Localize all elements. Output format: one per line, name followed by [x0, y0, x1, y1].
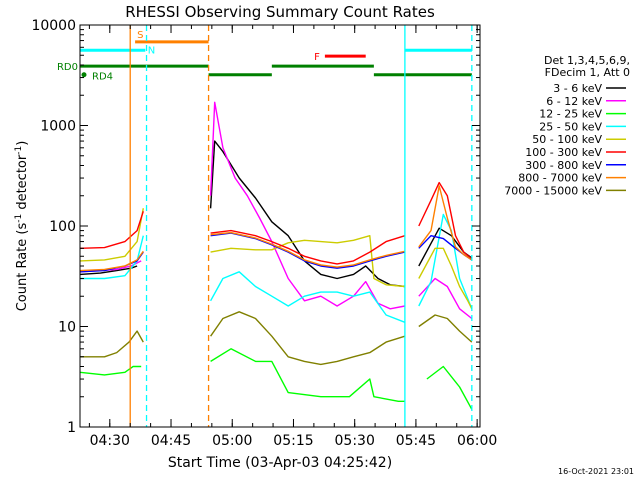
y-axis-ticks: 1 10 100 1000 10000	[31, 18, 480, 436]
series-line-25-50-kev	[80, 213, 473, 323]
legend-label-7000-15000-kev: 7000 - 15000 keV	[504, 184, 602, 197]
x-tick-label: 05:00	[212, 433, 252, 449]
flag-marker-rd4	[81, 72, 87, 78]
footer-date: 16-Oct-2021 23:01	[558, 467, 634, 476]
x-tick-label: 04:30	[90, 433, 130, 449]
flag-label-f: F	[314, 52, 320, 63]
legend-label-300-800-kev: 300 - 800 keV	[525, 159, 602, 172]
y-axis-label-part: detector	[15, 154, 30, 214]
legend-header: FDecim 1, Att 0	[545, 66, 630, 79]
legend-label-100-300-kev: 100 - 300 keV	[525, 146, 602, 159]
x-tick-label: 05:45	[396, 433, 436, 449]
legend-label-50-100-kev: 50 - 100 keV	[532, 133, 602, 146]
x-tick-label: 04:45	[151, 433, 191, 449]
legend-label-3-6-kev: 3 - 6 keV	[553, 82, 602, 95]
legend-header: Det 1,3,4,5,6,9,	[544, 54, 630, 67]
x-axis-ticks: 04:30 04:45 05:00 05:15 05:30 05:45 06:00	[88, 25, 497, 449]
legend-label-800-7000-kev: 800 - 7000 keV	[518, 172, 602, 185]
flag-label-n: N	[148, 45, 155, 56]
y-tick-label: 1000	[40, 119, 76, 135]
y-axis-label-superscript: -1	[14, 146, 24, 155]
y-tick-label: 10	[58, 320, 76, 336]
x-tick-label: 05:30	[335, 433, 375, 449]
flag-label-rd0: RD0	[57, 62, 78, 73]
flag-label-s: S	[137, 30, 143, 41]
chart-title: RHESSI Observing Summary Count Rates	[125, 3, 435, 21]
event-lines	[129, 25, 473, 427]
y-tick-label: 1	[67, 420, 76, 436]
series-line-7000-15000-kev	[80, 311, 473, 366]
series-line-50-100-kev	[80, 208, 473, 310]
flag-label-rd4: RD4	[92, 72, 113, 83]
y-axis-label-part: Count Rate (s	[15, 223, 30, 312]
series-line-12-25-kev	[80, 348, 473, 410]
instrument-flags: SN F RD0 RD4	[57, 30, 472, 83]
x-tick-label: 05:15	[273, 433, 313, 449]
y-tick-label: 10000	[31, 18, 76, 34]
y-tick-label: 100	[49, 219, 76, 235]
y-axis-label-superscript: -1	[14, 214, 24, 223]
x-tick-label: 06:00	[457, 433, 497, 449]
legend-label-25-50-kev: 25 - 50 keV	[539, 120, 602, 133]
series-line-100-300-kev	[80, 181, 473, 265]
y-axis-label: Count Rate (s-1 detector-1)	[14, 141, 30, 312]
series-layer	[80, 101, 473, 410]
legend-label-12-25-kev: 12 - 25 keV	[539, 108, 602, 121]
legend: Det 1,3,4,5,6,9,FDecim 1, Att 0 3 - 6 keV…	[504, 54, 630, 197]
y-axis-label-part: )	[15, 141, 30, 146]
series-line-800-7000-kev	[80, 185, 473, 272]
legend-label-6-12-kev: 6 - 12 keV	[546, 95, 602, 108]
x-axis-label: Start Time (03-Apr-03 04:25:42)	[168, 455, 392, 471]
